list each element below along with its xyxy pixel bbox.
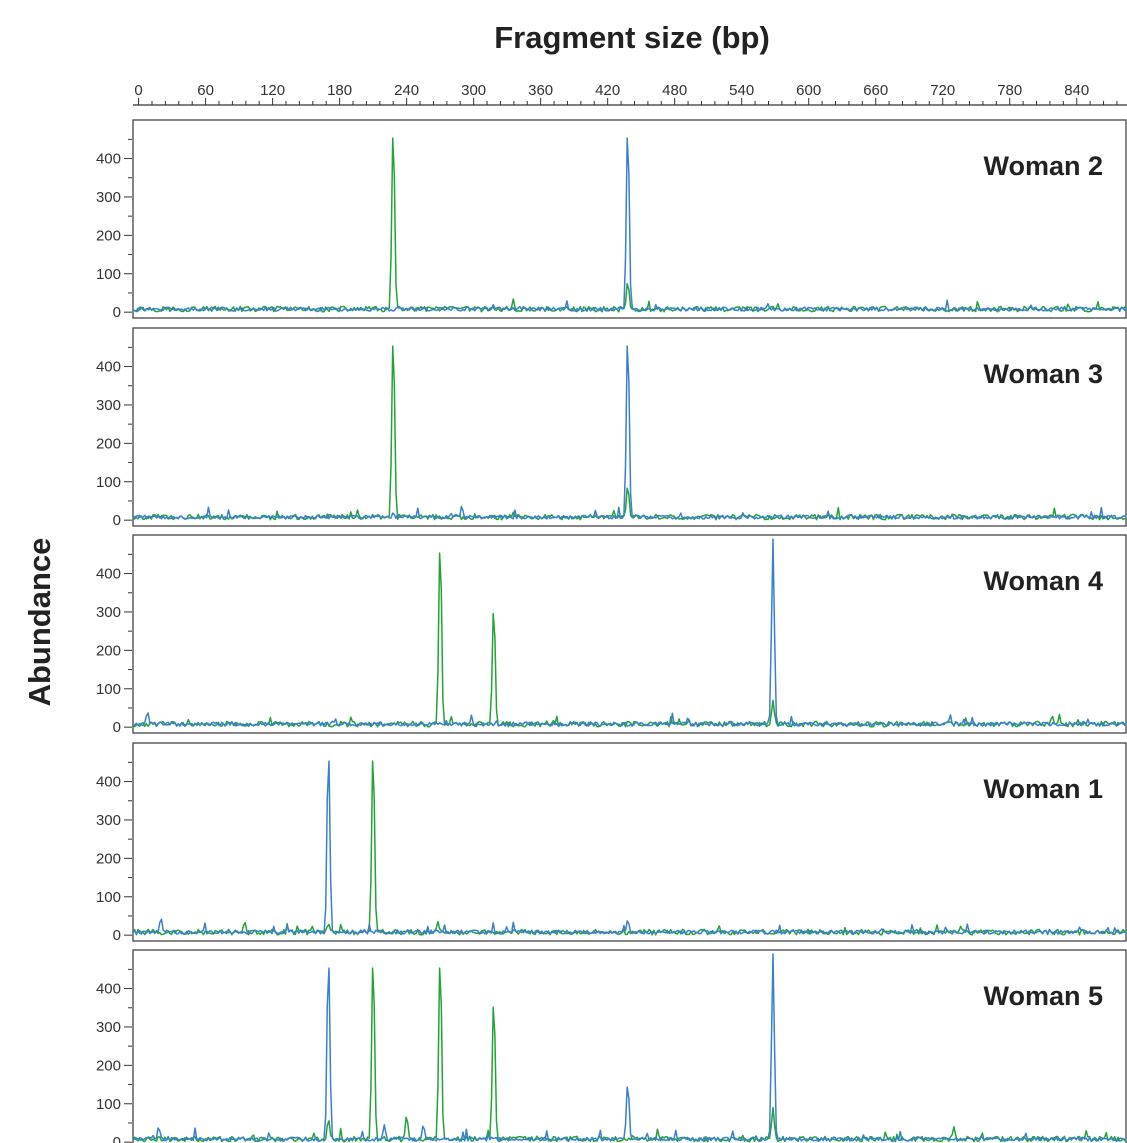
panels: 0 100 200 300 400 Woman 2 0 100 200 300 400 Woman 3… <box>96 119 1127 1143</box>
x-tick-label: 840 <box>1064 82 1089 99</box>
y-tick-label: 400 <box>96 151 121 168</box>
x-tick-label: 60 <box>197 82 214 99</box>
chart-title: Fragment size (bp) <box>494 20 770 55</box>
y-tick-label: 100 <box>96 1096 121 1113</box>
y-tick-label: 0 <box>113 719 121 736</box>
x-tick-label: 720 <box>930 82 955 99</box>
panel-frame <box>132 742 1127 942</box>
panel-5: 0 100 200 300 400 Woman 5 <box>96 949 1127 1143</box>
series-blue-line <box>132 538 1127 727</box>
y-tick-label: 100 <box>96 889 121 906</box>
panel-label: Woman 2 <box>983 151 1103 181</box>
y-tick-label: 400 <box>96 359 121 376</box>
panel-label: Woman 5 <box>983 981 1103 1011</box>
x-tick-label: 120 <box>260 82 285 99</box>
x-tick-label: 540 <box>729 82 754 99</box>
panel-frame <box>132 534 1127 734</box>
x-tick-label: 180 <box>327 82 352 99</box>
panel-label: Woman 1 <box>983 774 1103 804</box>
y-tick-label: 0 <box>113 1134 121 1143</box>
series-blue-line <box>132 345 1127 520</box>
y-tick-label: 0 <box>113 304 121 321</box>
x-tick-label: 600 <box>796 82 821 99</box>
panel-2: 0 100 200 300 400 Woman 3 <box>96 327 1127 529</box>
y-tick-label: 300 <box>96 812 121 829</box>
y-tick-label: 200 <box>96 435 121 452</box>
series-blue-line <box>132 137 1127 312</box>
x-tick-label: 780 <box>997 82 1022 99</box>
panel-4: 0 100 200 300 400 Woman 1 <box>96 742 1127 944</box>
y-tick-label: 400 <box>96 566 121 583</box>
y-tick-label: 400 <box>96 774 121 791</box>
x-tick-label: 480 <box>662 82 687 99</box>
x-tick-label: 0 <box>134 82 142 99</box>
y-tick-label: 300 <box>96 189 121 206</box>
y-axis-label: Abundance <box>22 538 57 707</box>
x-axis: 0 60 120 180 240 300 360 420 480 540 600 660 720 780 8… <box>133 82 1127 106</box>
panel-1: 0 100 200 300 400 Woman 2 <box>96 119 1127 321</box>
panel-label: Woman 4 <box>983 566 1103 596</box>
series-blue-line <box>132 953 1127 1142</box>
y-tick-label: 300 <box>96 604 121 621</box>
series-green-line <box>132 552 1127 728</box>
y-tick-label: 100 <box>96 266 121 283</box>
y-tick-label: 100 <box>96 681 121 698</box>
y-tick-label: 0 <box>113 512 121 529</box>
y-tick-label: 200 <box>96 642 121 659</box>
panel-3: 0 100 200 300 400 Woman 4 <box>96 534 1127 736</box>
y-tick-label: 100 <box>96 474 121 491</box>
x-tick-label: 420 <box>595 82 620 99</box>
y-tick-label: 400 <box>96 981 121 998</box>
x-tick-label: 360 <box>528 82 553 99</box>
panel-label: Woman 3 <box>983 359 1103 389</box>
x-tick-label: 240 <box>394 82 419 99</box>
series-green-line <box>132 760 1127 936</box>
x-tick-label: 300 <box>461 82 486 99</box>
y-tick-label: 200 <box>96 850 121 867</box>
series-green-line <box>132 345 1127 521</box>
y-tick-label: 200 <box>96 1057 121 1074</box>
x-tick-label: 660 <box>863 82 888 99</box>
series-blue-line <box>132 760 1127 935</box>
y-tick-label: 300 <box>96 1019 121 1036</box>
y-tick-label: 300 <box>96 397 121 414</box>
y-tick-label: 0 <box>113 927 121 944</box>
y-tick-label: 200 <box>96 227 121 244</box>
